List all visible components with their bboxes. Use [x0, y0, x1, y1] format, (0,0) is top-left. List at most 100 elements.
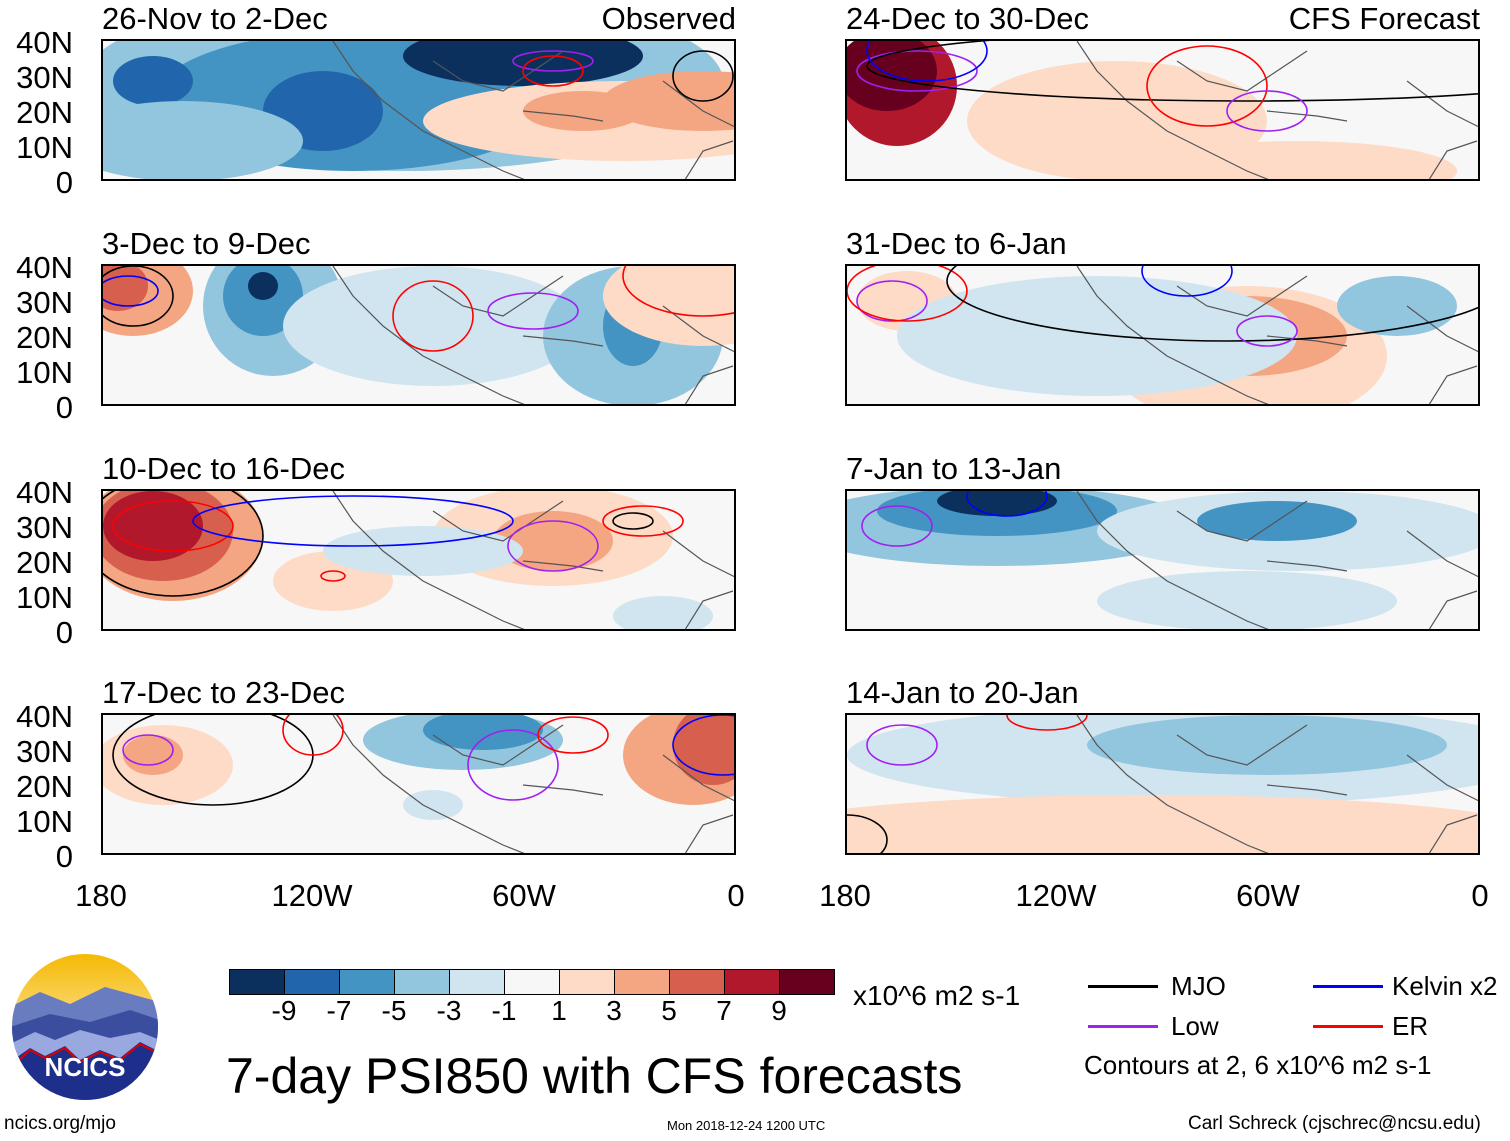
lat-label: 10N [16, 580, 73, 615]
map-panel-observed-4 [101, 713, 736, 855]
wave-contour [507, 520, 599, 572]
colorbar-tick-label: -5 [381, 995, 407, 1026]
lon-label: 60W [492, 878, 556, 913]
psi-anomaly-shade [897, 276, 1297, 396]
legend-er-label: ER [1392, 1011, 1429, 1041]
colorbar-swatch [395, 970, 450, 994]
wave-contour [946, 266, 1478, 342]
colorbar-tick-label: 9 [771, 995, 787, 1026]
wave-contour [612, 512, 654, 530]
legend-kelvin-line [1313, 985, 1383, 988]
colorbar-tick-label: 3 [606, 995, 622, 1026]
psi-anomaly-shade [1097, 571, 1397, 629]
wave-contour [122, 734, 174, 766]
lat-label: 0 [55, 615, 73, 650]
wave-contour [602, 505, 684, 537]
colorbar-swatch [340, 970, 395, 994]
lon-label: 120W [1015, 878, 1097, 913]
wave-contour [966, 491, 1048, 517]
map-panel-forecast-4 [845, 713, 1480, 855]
lat-label: 0 [55, 839, 73, 874]
wave-contour [320, 570, 346, 582]
psi-anomaly-shade [123, 735, 183, 775]
coastline [1076, 266, 1478, 404]
panel-title: 3-Dec to 9-Dec [102, 226, 311, 261]
colorbar-tick-label: 7 [716, 995, 732, 1026]
colorbar-swatch [670, 970, 725, 994]
wave-contour [866, 41, 988, 82]
wave-contour [672, 50, 734, 102]
panel-title: 7-Jan to 13-Jan [846, 451, 1062, 486]
lat-label: 40N [16, 25, 73, 60]
ncics-logo: NCICS [10, 952, 160, 1102]
colorbar-swatch [230, 970, 285, 994]
wave-contour [192, 495, 514, 547]
lat-label: 30N [16, 734, 73, 769]
coastline [1076, 715, 1478, 853]
coastline [1076, 491, 1478, 629]
lat-label: 10N [16, 130, 73, 165]
colorbar-swatch [450, 970, 505, 994]
lon-label: 0 [1471, 878, 1489, 913]
source-url[interactable]: ncics.org/mjo [4, 1113, 116, 1134]
legend-mjo-line [1088, 985, 1158, 988]
map-panel-forecast-1 [845, 39, 1480, 181]
lon-label: 60W [1236, 878, 1300, 913]
wave-contour [622, 266, 734, 317]
panel-tag: CFS Forecast [1288, 1, 1480, 36]
lat-label: 30N [16, 510, 73, 545]
panel-title: 31-Dec to 6-Jan [846, 226, 1067, 261]
wave-contour [866, 724, 938, 766]
colorbar-swatch [725, 970, 780, 994]
lat-label: 30N [16, 60, 73, 95]
colorbar-swatch [505, 970, 560, 994]
psi-anomaly-shade [1337, 276, 1457, 336]
wave-contour [847, 814, 888, 853]
legend-note: Contours at 2, 6 x10^6 m2 s-1 [1084, 1050, 1432, 1080]
coastline [332, 715, 734, 853]
psi-anomaly-shade [603, 266, 734, 346]
wave-contour [392, 280, 474, 352]
colorbar-units: x10^6 m2 s-1 [853, 980, 1021, 1011]
psi-anomaly-shade [1137, 141, 1457, 179]
wave-contour [103, 266, 174, 327]
wave-contour [537, 716, 609, 754]
legend-low-line [1088, 1025, 1158, 1028]
psi-anomaly-shade [523, 91, 643, 131]
lat-label: 20N [16, 769, 73, 804]
map-panel-observed-3 [101, 489, 736, 631]
wave-contour [103, 275, 159, 307]
colorbar-swatch [560, 970, 615, 994]
psi-anomaly-shade [423, 715, 543, 750]
lat-label: 40N [16, 699, 73, 734]
coastline [1076, 41, 1478, 179]
lon-label: 0 [727, 878, 745, 913]
coastline [332, 41, 734, 179]
lon-label: 180 [819, 878, 871, 913]
wave-contour [861, 505, 933, 547]
wave-contour [467, 729, 559, 801]
wave-contour [522, 55, 584, 87]
wave-contour [866, 41, 1478, 102]
wave-contour [1226, 90, 1308, 132]
wave-contour [1141, 266, 1233, 297]
wave-contour [672, 715, 734, 776]
colorbar-swatch [285, 970, 340, 994]
logo-text: NCICS [45, 1052, 126, 1082]
colorbar [229, 969, 835, 995]
colorbar-swatch [615, 970, 670, 994]
panel-title: 24-Dec to 30-Dec [846, 1, 1089, 36]
colorbar-tick-label: -9 [271, 995, 297, 1026]
legend-low-label: Low [1171, 1011, 1219, 1041]
colorbar-tick-label: 5 [661, 995, 677, 1026]
lon-label: 120W [271, 878, 353, 913]
lat-label: 10N [16, 355, 73, 390]
lat-label: 0 [55, 165, 73, 200]
coastline [332, 491, 734, 629]
lat-label: 20N [16, 95, 73, 130]
lat-label: 20N [16, 545, 73, 580]
psi-anomaly-shade [113, 56, 193, 106]
psi-anomaly-shade [493, 511, 613, 571]
map-panel-observed-2 [101, 264, 736, 406]
